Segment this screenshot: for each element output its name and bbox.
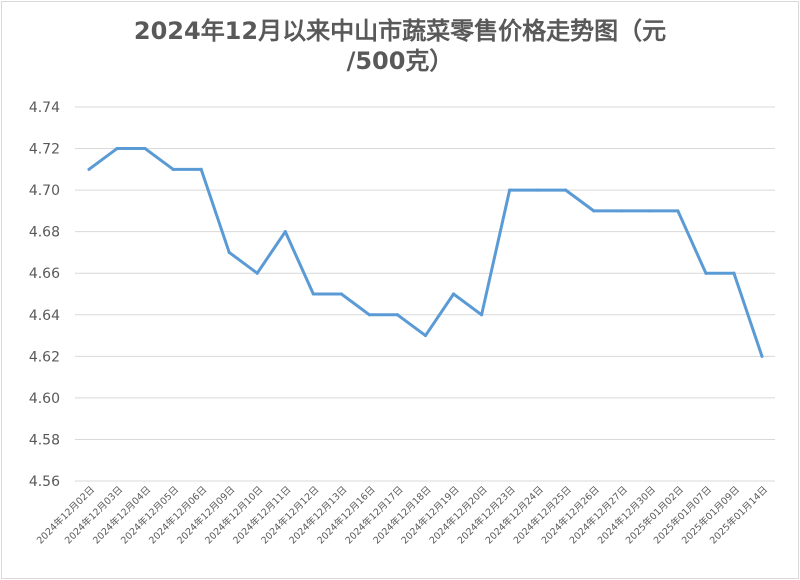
data-point	[564, 188, 568, 192]
series-line-segment	[424, 292, 456, 338]
data-point	[592, 209, 596, 213]
data-point	[648, 209, 652, 213]
data-point	[171, 167, 175, 171]
data-point	[255, 271, 259, 275]
chart-title-line2: /500克）	[346, 47, 454, 75]
y-tick-label: 4.56	[29, 474, 60, 490]
series-line-segment	[564, 188, 596, 213]
y-tick-label: 4.60	[29, 391, 60, 407]
series-line-segment	[339, 292, 371, 317]
series-line-segment	[143, 147, 175, 171]
y-tick-label: 4.64	[29, 308, 60, 324]
y-tick-label: 4.70	[29, 183, 60, 199]
data-point	[424, 334, 427, 338]
data-point	[395, 313, 399, 317]
data-point	[480, 313, 484, 317]
series-line-segment	[676, 209, 708, 275]
series-line-segment	[199, 167, 231, 254]
data-point	[339, 292, 343, 296]
data-point	[311, 292, 315, 296]
data-point	[452, 292, 456, 296]
data-point	[143, 147, 147, 151]
data-point	[367, 313, 371, 317]
chart-title-line1: 2024年12月以来中山市蔬菜零售价格走势图（元	[133, 17, 667, 45]
data-point	[676, 209, 680, 213]
y-tick-label: 4.68	[29, 225, 60, 241]
data-point	[199, 167, 203, 171]
series-line-segment	[480, 188, 512, 317]
y-tick-label: 4.74	[29, 100, 60, 116]
data-point	[87, 167, 91, 171]
data-point	[704, 271, 708, 275]
data-point	[227, 250, 231, 254]
series-line-segment	[395, 313, 427, 338]
series-line-segment	[87, 147, 119, 171]
y-tick-label: 4.72	[29, 142, 60, 158]
y-tick-label: 4.58	[29, 432, 60, 448]
series-line-segment	[452, 292, 484, 317]
data-point	[115, 147, 119, 151]
data-point	[536, 188, 540, 192]
y-tick-label: 4.66	[29, 266, 60, 282]
y-tick-label: 4.62	[29, 349, 60, 365]
data-point	[508, 188, 512, 192]
data-point	[283, 230, 287, 234]
data-point	[760, 354, 764, 358]
data-point	[620, 209, 624, 213]
series-line-segment	[732, 271, 764, 358]
series-line-segment	[227, 250, 259, 275]
series-line-segment	[255, 230, 287, 275]
data-point	[732, 271, 736, 275]
series-line-segment	[283, 230, 315, 296]
